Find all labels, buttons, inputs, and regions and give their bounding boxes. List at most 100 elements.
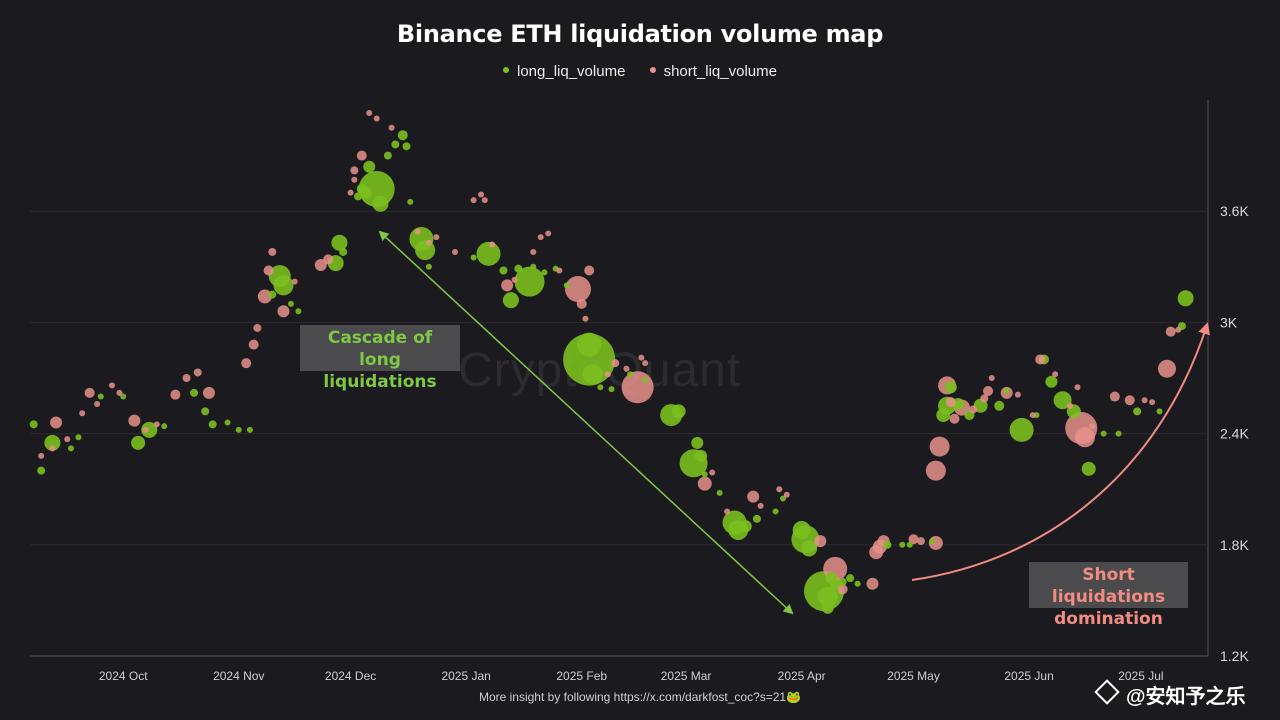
- short-liq-point: [949, 413, 960, 424]
- long-liq-point: [161, 423, 168, 430]
- short-liq-point: [1014, 391, 1021, 398]
- short-liq-point: [202, 386, 215, 399]
- long-liq-point: [597, 384, 604, 391]
- long-liq-point: [190, 388, 199, 397]
- footer-note: More insight by following https://x.com/…: [478, 690, 802, 704]
- long-liq-point: [1053, 391, 1072, 410]
- short-liq-point: [433, 234, 440, 241]
- short-liq-point: [263, 265, 274, 276]
- short-liq-point: [257, 289, 272, 304]
- short-liq-point: [709, 469, 716, 476]
- x-tick-label: 2025 Apr: [778, 669, 826, 683]
- short-liq-point: [116, 389, 123, 396]
- annotation-short-liquidations: Short liquidations domination: [1029, 562, 1188, 629]
- long-liq-point: [224, 419, 231, 426]
- y-tick-label: 3K: [1220, 314, 1238, 330]
- short-liq-point: [94, 400, 101, 407]
- long-liq-point: [739, 520, 752, 533]
- x-tick-label: 2025 Jun: [1004, 669, 1053, 683]
- short-liq-point: [489, 241, 496, 248]
- long-liq-point: [75, 434, 82, 441]
- long-liq-point: [541, 269, 548, 276]
- short-liq-point: [1149, 399, 1156, 406]
- short-liq-point: [511, 276, 518, 283]
- short-liq-point: [638, 354, 645, 361]
- long-liq-point: [701, 471, 708, 478]
- x-tick-label: 2025 May: [887, 669, 940, 683]
- x-tick-label: 2024 Dec: [325, 669, 376, 683]
- short-liq-point: [425, 239, 432, 246]
- short-liq-point: [545, 230, 552, 237]
- short-liq-point: [623, 365, 630, 372]
- chart-title: Binance ETH liquidation volume map: [396, 20, 884, 48]
- long-liq-point: [691, 436, 704, 449]
- short-liq-point: [351, 176, 358, 183]
- long-liq-point: [1003, 387, 1010, 394]
- x-tick-label: 2025 Mar: [661, 669, 712, 683]
- long-liq-point: [821, 601, 834, 614]
- short-liq-point: [642, 360, 649, 367]
- long-liq-point: [97, 393, 104, 400]
- long-liq-point: [716, 489, 723, 496]
- short-liq-point: [783, 491, 790, 498]
- short-liq-point: [153, 421, 160, 428]
- short-liq-point: [1175, 326, 1182, 333]
- short-liq-point: [908, 534, 919, 545]
- short-liq-point: [724, 508, 731, 515]
- long-liq-point: [671, 404, 686, 419]
- x-tick-label: 2025 Feb: [556, 669, 607, 683]
- short-liq-point: [268, 247, 277, 256]
- long-liq-point: [1081, 461, 1096, 476]
- short-liq-point: [866, 577, 879, 590]
- long-liq-point: [397, 130, 408, 141]
- long-liq-point: [339, 247, 348, 256]
- x-tick-label: 2025 Jan: [441, 669, 490, 683]
- short-liq-point: [556, 267, 563, 274]
- long-liq-point: [476, 241, 501, 266]
- short-liq-point: [1124, 395, 1135, 406]
- legend-item-short: short_liq_volume: [649, 63, 777, 80]
- y-tick-label: 1.2K: [1220, 648, 1249, 664]
- short-liq-point: [697, 476, 712, 491]
- long-liq-point: [752, 514, 761, 523]
- long-liq-point: [268, 290, 277, 299]
- short-liq-point: [128, 414, 141, 427]
- short-liq-point: [980, 394, 989, 403]
- long-liq-point: [936, 408, 951, 423]
- short-liq-point: [277, 305, 290, 318]
- long-liq-point: [201, 407, 210, 416]
- long-liq-point: [407, 198, 414, 205]
- short-liq-point: [747, 490, 760, 503]
- long-liq-point: [391, 140, 400, 149]
- long-liq-point: [1100, 430, 1107, 437]
- short-liq-point: [564, 276, 591, 303]
- long-liq-point: [563, 282, 570, 289]
- short-liq-point: [49, 445, 56, 452]
- long-liq-point: [830, 580, 841, 591]
- short-liq-point: [530, 248, 537, 255]
- long-liq-point: [929, 538, 936, 545]
- long-liq-point: [295, 308, 302, 315]
- legend-item-long: long_liq_volume: [503, 63, 625, 80]
- long-liq-point: [1156, 408, 1163, 415]
- short-liq-point: [170, 389, 181, 400]
- short-liq-point: [291, 278, 298, 285]
- long-liq-point: [499, 266, 508, 275]
- long-liq-point: [354, 192, 363, 201]
- long-liq-point: [817, 586, 838, 607]
- long-liq-point: [363, 160, 376, 173]
- long-liq-point: [883, 540, 892, 549]
- long-liq-point: [1177, 290, 1194, 307]
- long-liq-point: [1045, 375, 1058, 388]
- credit-label: @安知予之乐: [1126, 686, 1246, 708]
- legend-dot-short: [649, 67, 656, 74]
- short-liq-point: [1109, 391, 1120, 402]
- long-liq-point: [331, 234, 348, 251]
- short-liq-point: [356, 150, 367, 161]
- legend: long_liq_volume short_liq_volume: [0, 63, 1280, 80]
- long-liq-point: [372, 195, 389, 212]
- short-liq-point: [253, 323, 262, 332]
- short-liq-point: [1035, 354, 1046, 365]
- short-liq-point: [988, 375, 995, 381]
- long-liq-point: [838, 577, 847, 586]
